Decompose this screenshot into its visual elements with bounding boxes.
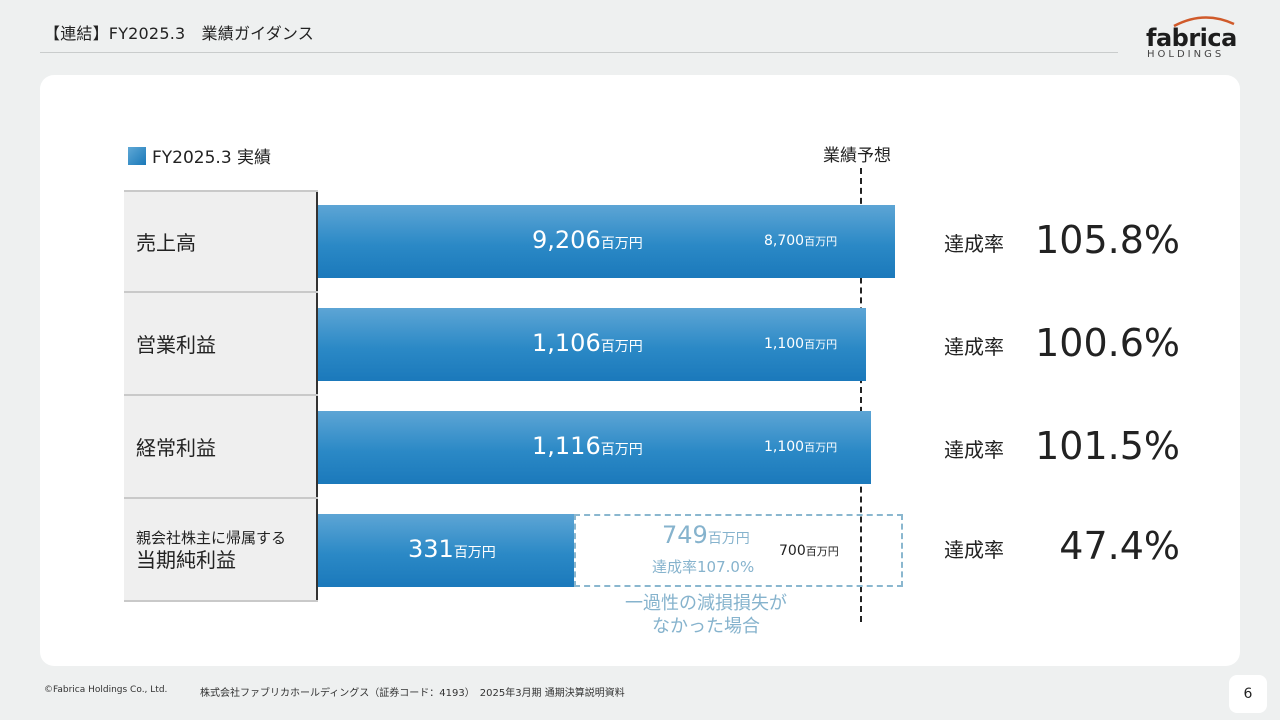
hypothetical-value: 749 [662,521,708,549]
forecast-value: 1,100 [764,336,805,352]
forecast-unit: 百万円 [804,338,838,351]
actual-unit: 百万円 [453,545,496,561]
actual-value: 331 [408,535,454,563]
category-label-small: 親会社株主に帰属する [136,528,287,547]
category-cell: 親会社株主に帰属する 当期純利益 [124,499,318,602]
actual-value-label: 1,106百万円 [532,329,643,357]
actual-unit: 百万円 [600,442,643,458]
category-label: 当期純利益 [136,547,236,572]
category-cell: 売上高 [124,190,318,293]
footer-copyright: ©Fabrica Holdings Co., Ltd. [44,685,168,695]
legend: FY2025.3 実績 [128,143,271,168]
company-logo: fabrica HOLDINGS [1142,14,1242,62]
actual-value: 9,206 [532,226,601,254]
actual-bar [318,205,895,278]
logo-text: fabrica [1146,24,1237,52]
category-column: 売上高 営業利益 経常利益 親会社株主に帰属する 当期純利益 [124,190,318,602]
category-cell: 経常利益 [124,396,318,499]
hypothetical-unit: 百万円 [707,531,750,547]
forecast-unit: 百万円 [804,441,838,454]
category-label: 営業利益 [136,333,216,357]
achievement-value: 105.8% [1035,218,1180,262]
achievement-label: 達成率 [944,335,1004,359]
hypothetical-rate: 達成率107.0% [652,558,755,576]
logo-arc-icon [1173,16,1235,28]
forecast-value: 700 [779,543,806,559]
hypothetical-value-label: 749百万円 [662,521,750,549]
forecast-label: 業績予想 [823,146,891,166]
actual-unit: 百万円 [600,339,643,355]
actual-value-label: 331百万円 [408,535,496,563]
header-divider [40,52,1118,53]
forecast-value-label: 1,100百万円 [764,439,837,455]
actual-value: 1,106 [532,329,601,357]
forecast-value: 8,700 [764,233,805,249]
achievement-value: 47.4% [1059,524,1180,568]
achievement-value: 101.5% [1035,424,1180,468]
forecast-value: 1,100 [764,439,805,455]
actual-value: 1,116 [532,432,601,460]
actual-value-label: 9,206百万円 [532,226,643,254]
actual-bar [318,514,574,587]
achievement-label: 達成率 [944,232,1004,256]
hypothetical-note-line: なかった場合 [652,616,760,637]
category-cell: 営業利益 [124,293,318,396]
page-title: 【連結】FY2025.3 業績ガイダンス [44,24,315,43]
category-label: 経常利益 [136,436,216,460]
forecast-unit: 百万円 [804,235,838,248]
achievement-label: 達成率 [944,538,1004,562]
hypothetical-note: 一過性の減損損失が なかった場合 [620,592,792,638]
actual-unit: 百万円 [600,236,643,252]
hypothetical-bar [574,514,903,587]
forecast-line [860,168,862,622]
achievement-value: 100.6% [1035,321,1180,365]
legend-swatch [128,146,146,165]
logo-subtext: HOLDINGS [1147,49,1225,60]
achievement-label: 達成率 [944,438,1004,462]
actual-bar [318,308,866,381]
forecast-unit: 百万円 [805,545,839,558]
forecast-value-label: 8,700百万円 [764,233,837,249]
forecast-value-label: 700百万円 [779,543,839,559]
page-number: 6 [1229,675,1267,713]
forecast-value-label: 1,100百万円 [764,336,837,352]
footer-company: 株式会社ファブリカホールディングス（証券コード：4193） 2025年3月期 通… [200,688,625,699]
actual-bar [318,411,871,484]
hypothetical-note-line: 一過性の減損損失が [625,593,787,614]
actual-value-label: 1,116百万円 [532,432,643,460]
category-label: 売上高 [136,231,196,255]
legend-label: FY2025.3 実績 [152,148,272,168]
